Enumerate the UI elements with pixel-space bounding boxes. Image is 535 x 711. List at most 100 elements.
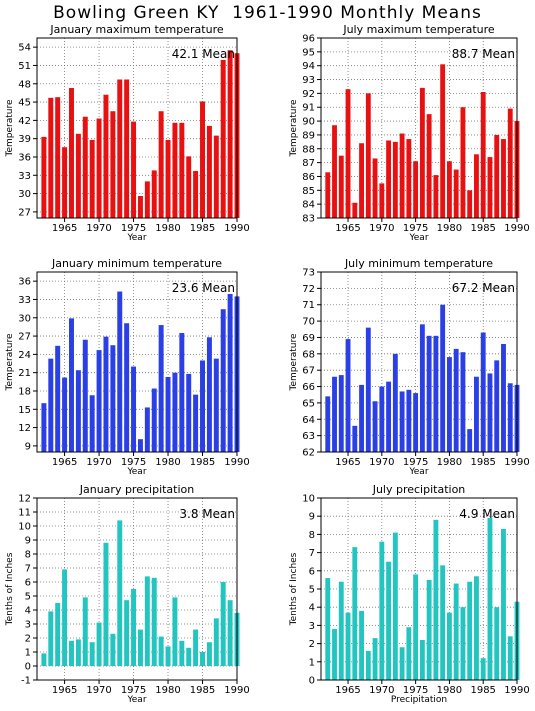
july-minimum-temperature-bar <box>446 357 452 452</box>
january-minimum-temperature-xlabel: Year <box>126 467 146 477</box>
january-precipitation-bar <box>62 569 68 666</box>
july-precipitation-bar <box>352 547 358 680</box>
july-minimum-temperature-chart: 62 63 64 65 66 67 68 69 70 71 72 73 1965 1970 1975 1980… <box>289 257 530 477</box>
july-precipitation-bar <box>487 518 493 680</box>
january-minimum-temperature-ytick-label: 15 <box>18 405 31 416</box>
january-minimum-temperature-bar <box>220 309 226 452</box>
july-maximum-temperature-mean-label: 88.7 Mean <box>452 47 515 61</box>
january-minimum-temperature-bar <box>179 333 185 452</box>
july-precipitation-chart: 0 1 2 3 4 5 6 7 8 9 10 1965 1970 1975 1980 1985 1990 July… <box>289 483 530 705</box>
january-minimum-temperature-bar <box>117 291 123 452</box>
january-minimum-temperature-ylabel: Temperature <box>5 333 15 391</box>
january-minimum-temperature-xtick-label: 1975 <box>121 457 146 468</box>
july-maximum-temperature-xlabel: Year <box>408 233 428 243</box>
july-precipitation-bar <box>426 579 432 680</box>
january-maximum-temperature-xtick-label: 1980 <box>155 223 180 234</box>
july-maximum-temperature-title: July maximum temperature <box>342 23 495 36</box>
january-precipitation-bar <box>151 577 157 666</box>
january-precipitation-ytick-label: 0 <box>25 662 31 673</box>
january-precipitation-bar <box>220 582 226 666</box>
july-minimum-temperature-bar <box>372 401 378 452</box>
july-maximum-temperature-bar <box>338 155 344 218</box>
january-precipitation-bar <box>96 622 102 666</box>
january-precipitation-ytick-label: 2 <box>25 634 31 645</box>
january-maximum-temperature-frame <box>36 37 238 219</box>
july-maximum-temperature-ytick-label: 87 <box>302 158 315 169</box>
january-precipitation-bar <box>158 636 164 666</box>
july-precipitation-bar <box>325 578 331 680</box>
july-maximum-temperature-bar <box>352 202 358 218</box>
july-precipitation-ytick-label: 8 <box>309 530 315 541</box>
july-maximum-temperature-bar <box>406 139 412 218</box>
july-maximum-temperature-ytick-label: 95 <box>302 47 315 58</box>
july-maximum-temperature-ytick-label: 86 <box>302 172 315 183</box>
january-minimum-temperature-bar <box>55 345 61 452</box>
january-maximum-temperature-xtick-label: 1970 <box>86 223 111 234</box>
july-precipitation-ytick-label: 1 <box>309 657 315 668</box>
july-precipitation-bar <box>345 612 351 680</box>
july-minimum-temperature-bar <box>365 327 371 452</box>
january-maximum-temperature-ytick-label: 54 <box>18 43 31 54</box>
january-maximum-temperature-xtick-label: 1985 <box>190 223 215 234</box>
july-precipitation-bar <box>433 519 439 680</box>
january-minimum-temperature-bar <box>41 403 47 452</box>
july-maximum-temperature-bar <box>494 134 500 218</box>
july-maximum-temperature-bar <box>426 114 432 218</box>
january-minimum-temperature-title: January minimum temperature <box>51 257 222 270</box>
january-minimum-temperature-bar <box>103 336 109 452</box>
january-minimum-temperature-bar <box>89 395 95 452</box>
january-maximum-temperature-bar <box>227 50 233 219</box>
july-maximum-temperature-bar <box>365 93 371 218</box>
january-precipitation-bar <box>165 646 171 666</box>
january-precipitation-xtick-label: 1990 <box>224 685 249 696</box>
january-minimum-temperature-ytick-label: 21 <box>18 368 31 379</box>
july-maximum-temperature-xtick-label: 1990 <box>504 223 529 234</box>
january-precipitation-ytick-label: 7 <box>25 564 31 575</box>
july-maximum-temperature-bar <box>372 158 378 218</box>
july-maximum-temperature-ytick-label: 96 <box>302 34 315 45</box>
july-precipitation-bar <box>440 565 446 680</box>
july-maximum-temperature-bar <box>501 139 506 218</box>
july-minimum-temperature-bar <box>487 373 493 452</box>
july-precipitation-bar <box>379 541 385 680</box>
july-maximum-temperature-bar <box>419 87 425 218</box>
january-maximum-temperature-ytick-label: 30 <box>18 189 31 200</box>
july-precipitation-bar <box>494 607 500 680</box>
january-maximum-temperature-bar <box>158 111 164 218</box>
july-maximum-temperature-xtick-label: 1965 <box>335 223 360 234</box>
january-minimum-temperature-bar <box>193 394 199 452</box>
july-maximum-temperature-bar <box>474 154 479 218</box>
january-maximum-temperature-bar <box>172 122 178 218</box>
january-precipitation-ytick-label: 11 <box>18 508 31 519</box>
july-precipitation-bar <box>480 658 486 680</box>
january-maximum-temperature-bar <box>213 135 219 218</box>
january-maximum-temperature-bar <box>220 59 226 219</box>
july-precipitation-ytick-label: 9 <box>309 512 315 523</box>
july-minimum-temperature-bar <box>467 429 473 452</box>
january-precipitation-ytick-label: 10 <box>18 522 31 533</box>
january-minimum-temperature-bar <box>172 372 178 452</box>
january-minimum-temperature-bar <box>110 345 116 452</box>
january-minimum-temperature-bar <box>69 318 74 452</box>
july-minimum-temperature-ytick-label: 73 <box>302 268 315 279</box>
january-minimum-temperature-frame <box>36 271 238 453</box>
january-minimum-temperature-xtick-label: 1980 <box>155 457 180 468</box>
january-maximum-temperature-bar <box>117 79 123 219</box>
july-maximum-temperature-ytick-label: 89 <box>302 130 315 141</box>
january-minimum-temperature-bar <box>82 339 88 452</box>
july-precipitation-bar <box>507 636 513 680</box>
january-maximum-temperature-bar <box>69 88 74 218</box>
july-minimum-temperature-ytick-label: 70 <box>302 317 315 328</box>
january-precipitation-bar <box>75 639 81 666</box>
july-minimum-temperature-ytick-label: 72 <box>302 284 315 295</box>
july-minimum-temperature-xtick-label: 1965 <box>335 457 360 468</box>
january-minimum-temperature-bar <box>213 358 219 452</box>
january-maximum-temperature-bar <box>200 101 205 218</box>
july-minimum-temperature-ytick-label: 69 <box>302 333 315 344</box>
january-minimum-temperature-bar <box>186 373 192 452</box>
january-precipitation-bar <box>186 647 192 666</box>
july-maximum-temperature-ytick-label: 91 <box>302 103 315 114</box>
july-minimum-temperature-bar <box>460 352 466 452</box>
july-minimum-temperature-xtick-label: 1980 <box>437 457 462 468</box>
july-precipitation-bar <box>372 638 378 680</box>
